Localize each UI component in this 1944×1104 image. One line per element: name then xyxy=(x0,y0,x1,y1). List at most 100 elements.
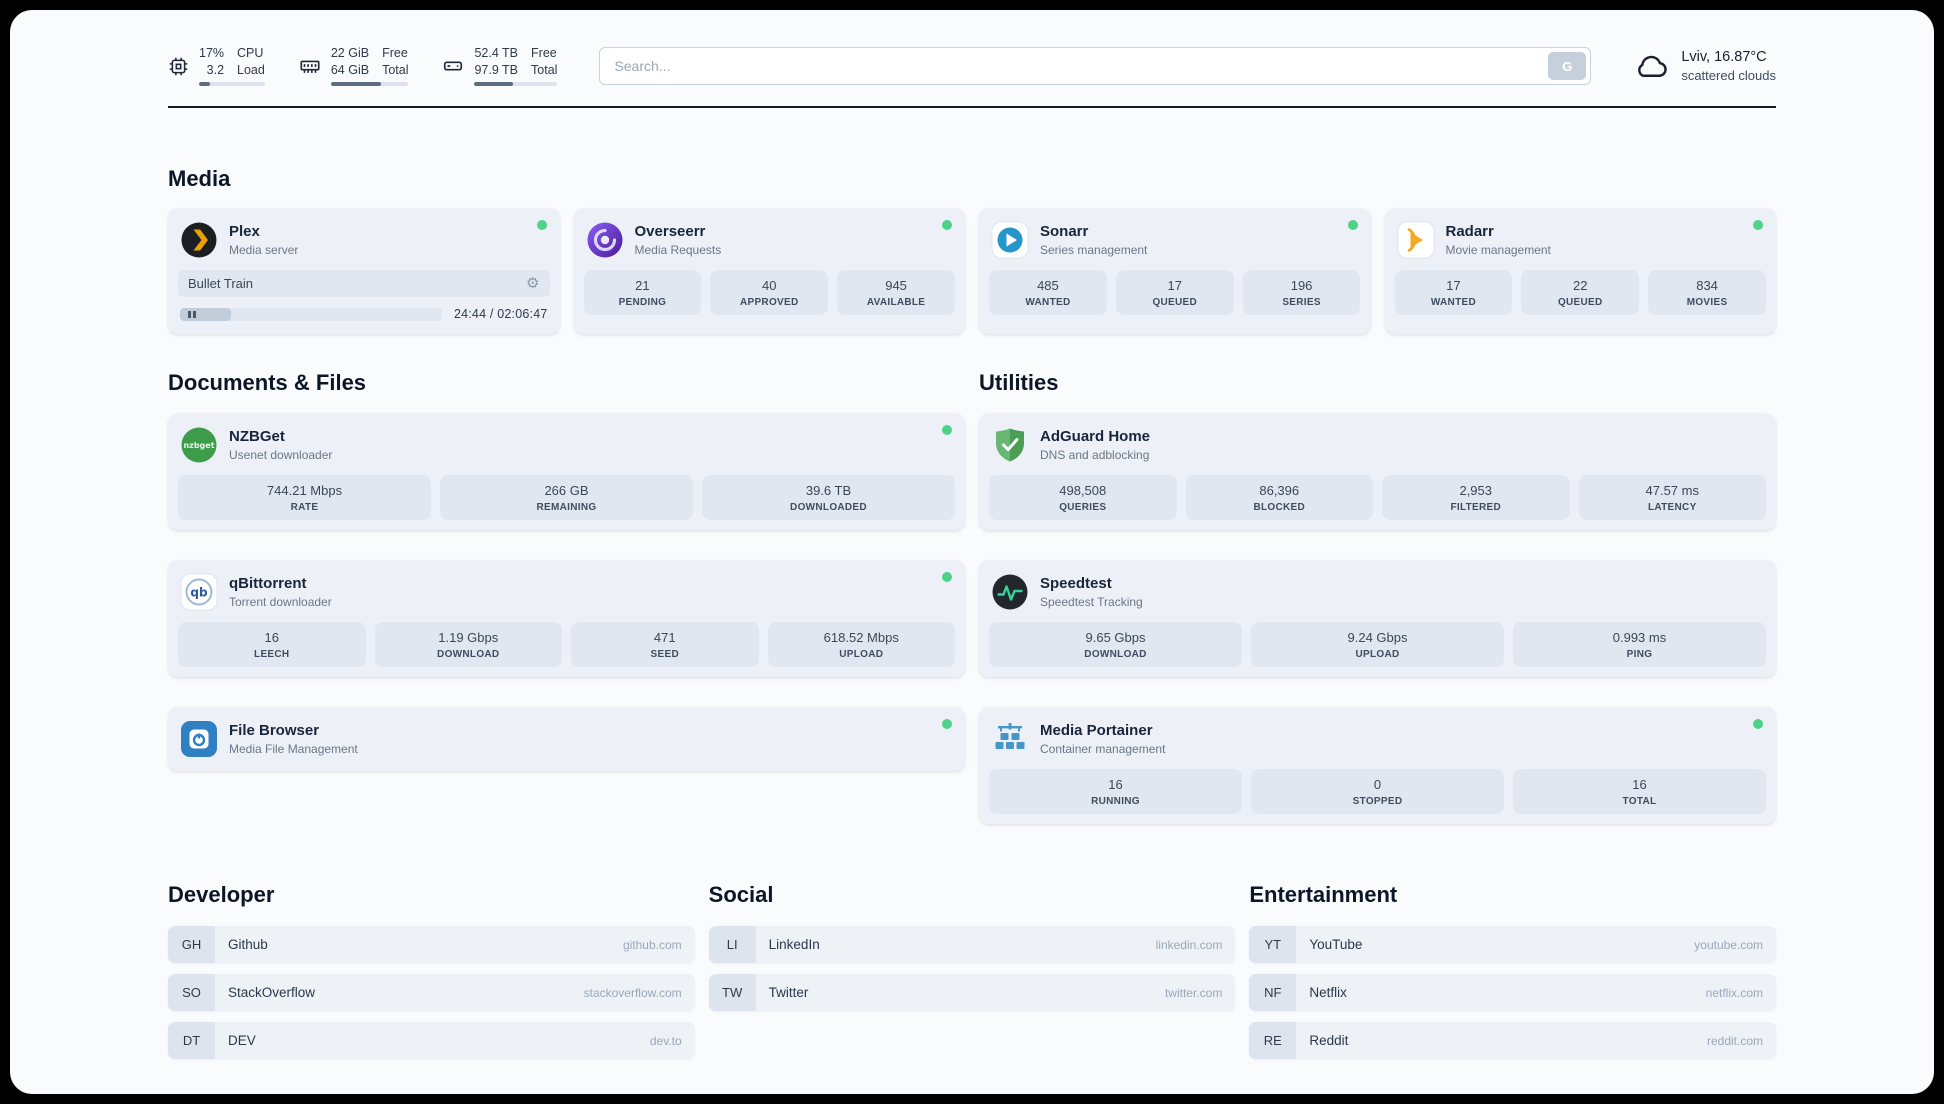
stat: 945 AVAILABLE xyxy=(837,270,955,315)
stat: 40 APPROVED xyxy=(710,270,829,315)
qbittorrent-icon: qb xyxy=(180,573,218,611)
service-title: Radarr xyxy=(1445,223,1494,240)
bookmark-name: Github xyxy=(228,937,268,952)
bookmark-domain: reddit.com xyxy=(1706,1033,1763,1048)
bookmark-netflix[interactable]: NF Netflix netflix.com xyxy=(1249,974,1776,1011)
stat-label: LATENCY xyxy=(1647,502,1697,513)
bookmark-group-developer: Developer GH Github github.com SO StackO… xyxy=(168,882,695,1059)
playback-progress-bar[interactable] xyxy=(180,307,442,321)
stat-value: 86,396 xyxy=(1259,483,1300,498)
memory-free-label: Free xyxy=(382,46,408,60)
stat-label: QUERIES xyxy=(1059,502,1107,513)
bookmark-abbr: NF xyxy=(1249,974,1297,1011)
gear-icon[interactable]: ⚙ xyxy=(526,275,540,292)
service-title: AdGuard Home xyxy=(1040,428,1151,445)
weather-location-temp: Lviv, 16.87°C xyxy=(1681,49,1767,65)
bookmark-twitter[interactable]: TW Twitter twitter.com xyxy=(708,974,1236,1011)
search-input[interactable] xyxy=(599,47,1592,85)
memory-widget: 22 GiB 64 GiB Free Total xyxy=(299,46,409,86)
service-subtitle: Usenet downloader xyxy=(229,448,333,462)
cpu-usage-label: CPU xyxy=(237,46,264,60)
service-card-filebrowser[interactable]: File Browser Media File Management xyxy=(168,707,965,771)
documents-column: Documents & Files nzbget NZBGet xyxy=(168,370,965,771)
stat-label: FILTERED xyxy=(1450,502,1502,513)
service-subtitle: Media Requests xyxy=(634,243,722,257)
service-title: Speedtest xyxy=(1040,575,1112,592)
stat-label: WANTED xyxy=(1430,297,1476,308)
stat-value: 9.65 Gbps xyxy=(1085,630,1146,645)
stat-value: 834 xyxy=(1696,278,1718,293)
radarr-icon xyxy=(1397,221,1435,259)
nzbget-icon: nzbget xyxy=(180,426,218,464)
status-indicator xyxy=(942,425,952,435)
stat-label: RUNNING xyxy=(1091,796,1140,807)
bookmark-name: StackOverflow xyxy=(228,985,316,1000)
service-card-overseerr[interactable]: Overseerr Media Requests 21 PENDING 40 A… xyxy=(573,208,965,334)
stat-value: 9.24 Gbps xyxy=(1347,630,1408,645)
service-subtitle: Media File Management xyxy=(229,742,358,756)
service-card-radarr[interactable]: Radarr Movie management 17 WANTED 22 QUE… xyxy=(1384,208,1776,334)
bookmark-group-entertainment: Entertainment YT YouTube youtube.com NF … xyxy=(1249,882,1776,1059)
bookmark-domain: stackoverflow.com xyxy=(583,985,682,1000)
disk-progress-bar xyxy=(474,82,558,86)
bookmark-abbr: SO xyxy=(168,974,215,1011)
service-card-sonarr[interactable]: Sonarr Series management 485 WANTED 17 Q… xyxy=(979,208,1371,334)
service-card-qbittorrent[interactable]: qb qBittorrent Torrent downloader 16 LEE… xyxy=(168,560,965,677)
stat-label: PING xyxy=(1626,649,1653,660)
stat-value: 498,508 xyxy=(1059,483,1107,498)
stat: 2,953 FILTERED xyxy=(1382,475,1570,520)
stat-label: TOTAL xyxy=(1622,796,1657,807)
bookmark-youtube[interactable]: YT YouTube youtube.com xyxy=(1249,926,1776,963)
stat: 9.24 Gbps UPLOAD xyxy=(1251,622,1504,667)
service-card-portainer[interactable]: Media Portainer Container management 16 … xyxy=(979,707,1776,824)
stat-label: DOWNLOAD xyxy=(437,649,500,660)
service-card-adguard[interactable]: AdGuard Home DNS and adblocking 498,508 … xyxy=(979,413,1776,530)
status-indicator xyxy=(1347,220,1358,230)
service-title: Sonarr xyxy=(1040,223,1089,240)
bookmark-stackoverflow[interactable]: SO StackOverflow stackoverflow.com xyxy=(168,974,695,1011)
memory-progress-bar xyxy=(330,82,409,86)
section-title-utilities: Utilities xyxy=(979,370,1059,395)
service-card-speedtest[interactable]: Speedtest Speedtest Tracking 9.65 Gbps D… xyxy=(979,560,1776,677)
status-indicator xyxy=(942,719,952,729)
service-card-plex[interactable]: Plex Media server Bullet Train ⚙ 24:44 /… xyxy=(168,208,560,334)
header: 17% 3.2 CPU Load xyxy=(168,46,1776,86)
search: G xyxy=(599,47,1592,85)
search-provider-button[interactable]: G xyxy=(1548,52,1587,80)
playback-row: 24:44 / 02:06:47 xyxy=(180,307,548,321)
disk-icon xyxy=(442,55,464,77)
bookmark-domain: github.com xyxy=(622,937,682,952)
memory-free-value: 22 GiB xyxy=(330,46,370,60)
service-title: Media Portainer xyxy=(1040,722,1153,739)
bookmark-dev[interactable]: DT DEV dev.to xyxy=(168,1022,695,1059)
bookmark-github[interactable]: GH Github github.com xyxy=(168,926,695,963)
bookmark-name: Reddit xyxy=(1309,1033,1349,1048)
stat-value: 618.52 Mbps xyxy=(823,630,899,645)
service-card-nzbget[interactable]: nzbget NZBGet Usenet downloader 744.21 M… xyxy=(168,413,965,530)
disk-total-label: Total xyxy=(531,63,558,77)
bookmark-reddit[interactable]: RE Reddit reddit.com xyxy=(1249,1022,1776,1059)
stat-value: 40 xyxy=(762,278,777,293)
stat: 22 QUEUED xyxy=(1521,270,1640,315)
cloud-icon xyxy=(1633,48,1669,84)
stat: 485 WANTED xyxy=(989,270,1107,315)
svg-text:nzbget: nzbget xyxy=(183,441,214,450)
stat: 0 STOPPED xyxy=(1251,769,1504,814)
stat-value: 16 xyxy=(1632,777,1647,792)
bookmark-linkedin[interactable]: LI LinkedIn linkedin.com xyxy=(708,926,1236,963)
overseerr-icon xyxy=(586,221,624,259)
bookmark-domain: youtube.com xyxy=(1694,937,1763,952)
filebrowser-icon xyxy=(180,720,218,758)
cpu-load-label: Load xyxy=(237,63,265,77)
weather-condition: scattered clouds xyxy=(1681,68,1776,83)
stat-value: 1.19 Gbps xyxy=(438,630,499,645)
bookmark-name: Twitter xyxy=(768,985,809,1000)
stat-label: WANTED xyxy=(1025,297,1071,308)
section-title-documents: Documents & Files xyxy=(168,370,367,395)
portainer-icon xyxy=(991,720,1029,758)
stat-value: 485 xyxy=(1037,278,1059,293)
cpu-icon xyxy=(168,56,189,77)
status-indicator xyxy=(536,220,547,230)
service-title: qBittorrent xyxy=(229,575,307,592)
status-indicator xyxy=(942,220,952,230)
